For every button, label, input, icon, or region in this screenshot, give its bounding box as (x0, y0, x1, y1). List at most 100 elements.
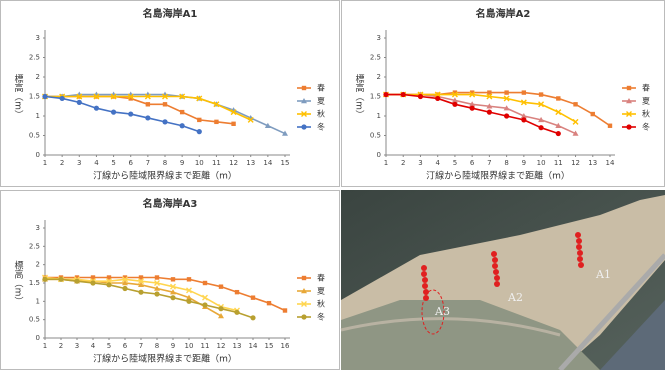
y-tick-label: 2 (36, 73, 40, 81)
x-tick-label: 13 (246, 159, 255, 167)
legend-label: 秋 (317, 299, 325, 309)
marker (111, 110, 116, 115)
y-tick-label: 0.5 (370, 132, 381, 140)
marker (219, 284, 223, 288)
x-tick-label: 14 (263, 159, 272, 167)
y-tick-label: 3 (377, 34, 381, 42)
x-tick-label: 14 (606, 159, 615, 167)
x-axis-label: 汀線から陸域限界線まで距離（m） (93, 353, 237, 365)
site-label: A2 (507, 291, 523, 304)
y-tick-label: 0.5 (29, 316, 40, 324)
photo: A1 A2 A3 (341, 190, 665, 370)
marker (214, 120, 218, 124)
legend-marker (301, 314, 306, 319)
legend-label: 春 (317, 273, 325, 283)
y-axis-label: 標高（m） (13, 260, 24, 306)
chart-title: 名島海岸A2 (476, 7, 531, 20)
marker (608, 124, 612, 128)
y-tick-label: 0.5 (29, 132, 40, 140)
marker (170, 295, 175, 300)
legend-label: 夏 (642, 97, 650, 106)
x-tick-label: 6 (470, 159, 475, 167)
y-tick-label: 1.5 (29, 279, 40, 287)
marker (435, 96, 440, 101)
x-tick-label: 12 (229, 159, 238, 167)
legend-label: 夏 (317, 97, 325, 106)
marker (154, 291, 159, 296)
y-tick-label: 1 (36, 112, 40, 120)
y-tick-label: 2 (377, 73, 381, 81)
legend-marker (302, 276, 306, 280)
marker (163, 102, 167, 106)
legend-marker (627, 86, 631, 90)
y-tick-label: 1 (377, 112, 381, 120)
marker (138, 290, 143, 295)
marker (573, 102, 577, 106)
x-tick-label: 10 (185, 342, 194, 350)
legend-label: 冬 (317, 122, 325, 132)
chart-title: 名島海岸A3 (143, 197, 198, 210)
x-tick-label: 10 (537, 159, 546, 167)
x-axis-label: 汀線から陸域限界線まで距離（m） (93, 170, 237, 182)
chart-title: 名島海岸A1 (143, 7, 198, 20)
marker (452, 102, 457, 107)
x-tick-label: 1 (43, 159, 47, 167)
y-tick-label: 2 (36, 261, 40, 269)
x-tick-label: 9 (180, 159, 184, 167)
x-tick-label: 7 (487, 159, 491, 167)
marker (487, 110, 492, 115)
x-tick-label: 11 (201, 342, 210, 350)
marker (42, 94, 47, 99)
y-tick-label: 1.5 (370, 93, 381, 101)
y-tick-label: 2.5 (370, 54, 381, 62)
marker (401, 92, 406, 97)
x-tick-label: 3 (418, 159, 422, 167)
marker (218, 306, 223, 311)
marker (155, 275, 159, 279)
panel (342, 1, 665, 187)
legend-label: 冬 (317, 312, 325, 322)
marker (58, 277, 63, 282)
x-tick-label: 11 (554, 159, 563, 167)
series-line (386, 95, 576, 122)
y-tick-label: 0 (377, 151, 381, 159)
x-tick-label: 2 (60, 159, 64, 167)
marker (231, 122, 235, 126)
marker (128, 111, 133, 116)
marker (90, 280, 95, 285)
marker (591, 112, 595, 116)
marker (187, 277, 191, 281)
x-tick-label: 13 (588, 159, 597, 167)
marker (197, 129, 202, 134)
x-tick-label: 1 (43, 342, 47, 350)
marker (504, 90, 508, 94)
marker (470, 106, 475, 111)
legend-marker (301, 124, 306, 129)
legend-label: 春 (642, 83, 650, 93)
y-tick-label: 0 (36, 151, 40, 159)
legend-label: 秋 (317, 109, 325, 119)
marker (74, 279, 79, 284)
legend-label: 夏 (317, 287, 325, 296)
site-label: A1 (595, 268, 611, 281)
marker (418, 94, 423, 99)
marker (522, 90, 526, 94)
x-tick-label: 8 (155, 342, 159, 350)
x-tick-label: 5 (107, 342, 111, 350)
x-tick-label: 7 (139, 342, 143, 350)
y-tick-label: 2.5 (29, 54, 40, 62)
x-tick-label: 10 (195, 159, 204, 167)
y-tick-label: 0 (36, 334, 40, 342)
marker (283, 308, 287, 312)
x-tick-label: 5 (453, 159, 457, 167)
marker (383, 92, 388, 97)
marker (556, 131, 561, 136)
marker (186, 299, 191, 304)
legend-marker (626, 124, 631, 129)
marker (539, 92, 543, 96)
x-tick-label: 3 (75, 342, 79, 350)
marker (573, 119, 578, 124)
x-tick-label: 15 (281, 159, 290, 167)
marker (250, 315, 255, 320)
series-line (386, 95, 558, 134)
